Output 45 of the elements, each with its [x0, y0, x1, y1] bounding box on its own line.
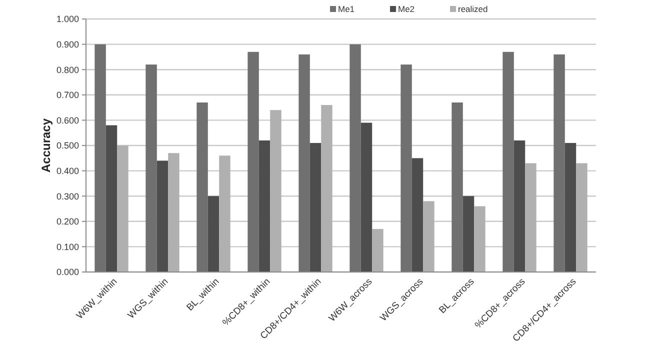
bar [400, 64, 412, 272]
legend-label: realized [458, 4, 488, 14]
bar [412, 158, 424, 272]
y-tick-label: 0.100 [56, 242, 79, 252]
bar [452, 102, 463, 272]
bar [321, 105, 332, 272]
bar [423, 201, 434, 272]
y-tick-label: 0.700 [56, 90, 79, 100]
bar [248, 52, 259, 272]
y-tick-label: 1.000 [56, 14, 79, 24]
bar [310, 142, 322, 272]
bar [554, 54, 565, 272]
bar [474, 206, 486, 272]
y-tick-label: 0.200 [56, 216, 79, 227]
bar [146, 64, 157, 272]
y-tick-label: 0.000 [56, 267, 79, 278]
bar [360, 122, 372, 272]
bar [270, 110, 282, 272]
bar [298, 54, 310, 272]
y-axis-title: Accuracy [39, 118, 53, 173]
bar [106, 125, 118, 272]
y-tick-label: 0.300 [56, 191, 79, 202]
bar [168, 153, 180, 272]
bar [576, 163, 588, 272]
bar [219, 156, 230, 272]
bar [462, 196, 474, 272]
bar [350, 44, 361, 272]
y-tick-label: 0.900 [56, 39, 79, 50]
bar [564, 142, 576, 272]
bar [258, 140, 270, 272]
bar [94, 44, 106, 272]
legend-label: Me2 [398, 4, 415, 14]
bar [372, 228, 384, 272]
bar [156, 160, 168, 272]
legend-label: Me1 [338, 4, 355, 14]
bar [208, 196, 220, 272]
y-tick-label: 0.800 [56, 64, 79, 75]
y-tick-label: 0.600 [56, 115, 79, 126]
y-tick-label: 0.500 [56, 140, 79, 151]
bar [196, 102, 208, 272]
bar [514, 140, 526, 272]
bar [117, 146, 128, 272]
bar [502, 52, 514, 272]
y-tick-label: 0.400 [56, 166, 79, 176]
bar [525, 163, 536, 272]
